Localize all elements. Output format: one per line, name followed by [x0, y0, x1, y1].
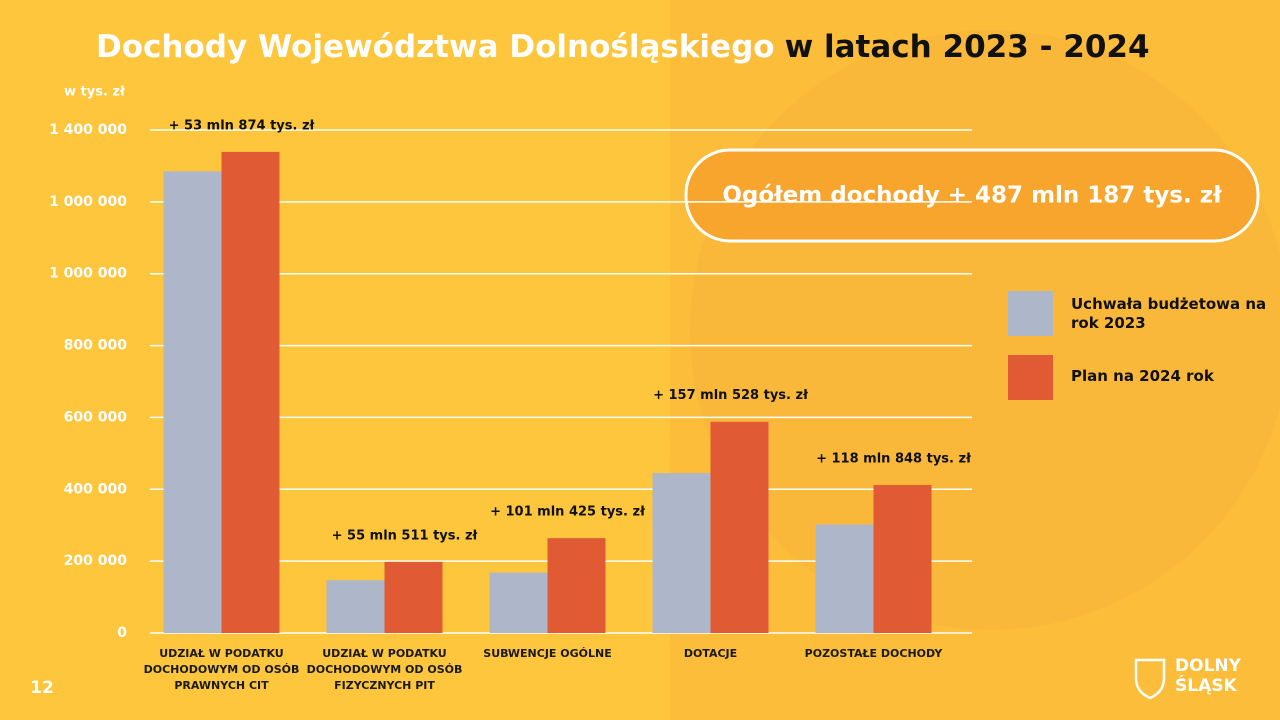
difference-label: + 55 mln 511 tys. zł	[332, 528, 479, 543]
y-tick-label: 200 000	[64, 553, 128, 569]
title-years: w latach 2023 - 2024	[785, 29, 1150, 65]
difference-label: + 118 mln 848 tys. zł	[816, 451, 972, 466]
y-tick-label: 800 000	[64, 338, 128, 354]
bar	[326, 580, 385, 633]
y-tick-label: 600 000	[64, 409, 128, 425]
x-tick-label: UDZIAŁ W PODATKU DOCHODOWYM OD OSÓB PRAW…	[143, 647, 300, 692]
callout-box	[684, 148, 1260, 243]
callout-text: Ogółem dochody + 487 mln 187 tys. zł	[722, 183, 1222, 209]
legend-label: Uchwała budżetowa na rok 2023	[1071, 295, 1267, 332]
y-axis-label: w tys. zł	[64, 85, 126, 100]
y-tick-label: 0	[117, 625, 127, 641]
x-tick-label: POZOSTAŁE DOCHODY	[804, 647, 943, 660]
legend-label: Plan na 2024 rok	[1071, 367, 1214, 385]
bar	[489, 572, 548, 633]
difference-label: + 101 mln 425 tys. zł	[490, 505, 646, 520]
logo-line: DOLNY	[1175, 656, 1242, 676]
y-tick-label: 400 000	[64, 481, 128, 497]
legend-swatch	[1008, 355, 1053, 400]
chart-title: Dochody Województwa Dolnośląskiego w lata…	[96, 29, 1150, 65]
bar	[652, 473, 711, 633]
bar	[163, 171, 222, 633]
difference-label: + 53 mln 874 tys. zł	[169, 118, 316, 133]
x-tick-label: UDZIAŁ W PODATKU DOCHODOWYM OD OSÓB FIZY…	[306, 647, 463, 692]
bar	[547, 538, 606, 633]
logo-shield	[1134, 658, 1166, 700]
x-tick-label: SUBWENCJE OGÓLNE	[483, 647, 612, 660]
y-tick-label: 1 400 000	[49, 122, 127, 138]
bar	[873, 484, 932, 633]
page-number: 12	[30, 678, 54, 698]
legend-swatch	[1008, 291, 1053, 336]
bar	[221, 151, 280, 633]
bar	[384, 561, 443, 633]
y-tick-label: 1 000 000	[49, 194, 127, 210]
logo-line: ŚLĄSK	[1175, 674, 1237, 696]
x-tick-label: DOTACJE	[683, 647, 738, 660]
y-tick-label: 1 000 000	[49, 266, 127, 282]
bar	[710, 421, 769, 633]
title-main: Dochody Województwa Dolnośląskiego	[96, 29, 775, 65]
bar	[815, 524, 874, 633]
difference-label: + 157 mln 528 tys. zł	[653, 388, 809, 403]
